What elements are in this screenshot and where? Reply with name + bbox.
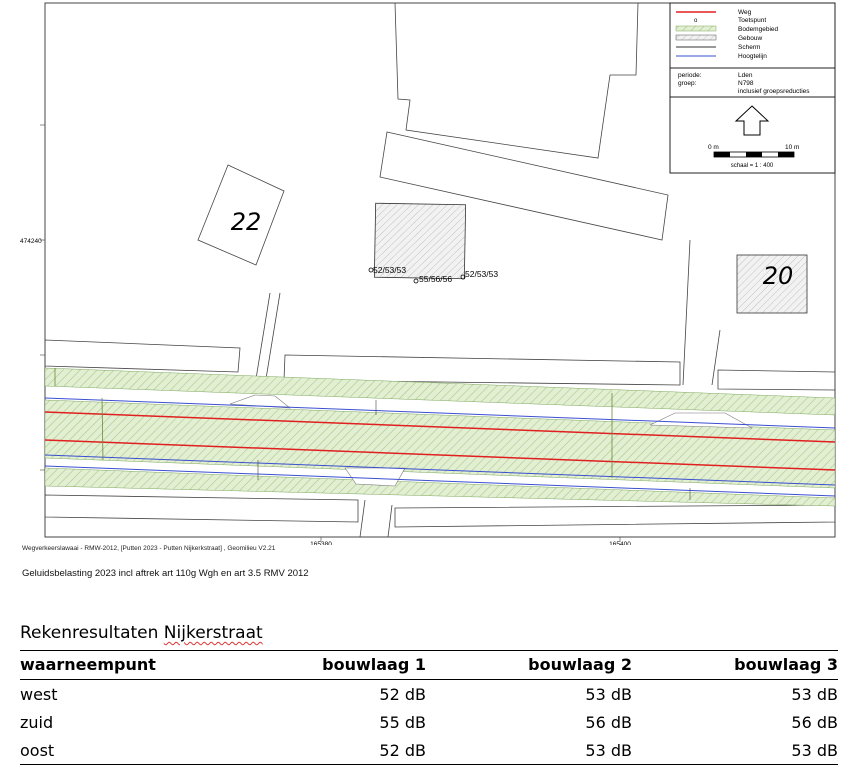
building-22-label: 22 bbox=[231, 208, 262, 236]
building-outline bbox=[394, 3, 639, 159]
height-line bbox=[45, 397, 835, 429]
cell-point: west bbox=[20, 684, 58, 704]
cell-value: 53 dB bbox=[426, 736, 632, 765]
cell-value: 53 dB bbox=[585, 684, 632, 704]
legend-building-symbol bbox=[675, 34, 717, 41]
periode-value: Lden bbox=[738, 72, 753, 79]
building-22-outline bbox=[197, 164, 285, 266]
height-line bbox=[45, 454, 835, 486]
cell-value: 53 dB bbox=[791, 684, 838, 704]
results-title-street: Nijkerstraat bbox=[163, 623, 263, 643]
scale-text: schaal = 1 : 400 bbox=[731, 163, 774, 169]
test-point-zuid-label: 55/56/56 bbox=[419, 274, 452, 284]
test-point-zuid bbox=[413, 278, 419, 284]
scale-bar bbox=[713, 151, 795, 158]
ground-area-south bbox=[45, 467, 835, 507]
header-waarneempunt: waarneempunt bbox=[20, 650, 220, 680]
cell-value: 52 dB bbox=[220, 736, 426, 765]
parking-strip bbox=[394, 504, 835, 528]
results-table: waarneempunt bouwlaag 1 bouwlaag 2 bouwl… bbox=[20, 650, 838, 765]
point-icon: o bbox=[694, 18, 698, 24]
legend-ground-symbol bbox=[675, 25, 717, 32]
parking-strip bbox=[45, 339, 241, 373]
results-header-row: waarneempunt bouwlaag 1 bouwlaag 2 bouwl… bbox=[20, 650, 838, 680]
cell-point: zuid bbox=[20, 712, 54, 732]
results-title: Rekenresultaten Nijkerstraat bbox=[20, 623, 263, 643]
groep-label: groep: bbox=[678, 80, 697, 87]
parking-strip bbox=[45, 494, 359, 523]
table-row: west 52 dB 53 dB 53 dB bbox=[20, 680, 838, 709]
ground-area-road bbox=[45, 399, 835, 489]
scale-start-label: 0 m bbox=[708, 144, 719, 151]
map-caption: Geluidsbelasting 2023 incl aftrek art 11… bbox=[22, 568, 309, 579]
north-arrow-icon bbox=[734, 105, 770, 136]
parking-strip bbox=[283, 354, 681, 386]
cell-value: 53 dB bbox=[632, 736, 838, 765]
header-bouwlaag-2: bouwlaag 2 bbox=[426, 650, 632, 680]
legend: Weg o Toetspunt Bodemgebied Gebouw Scher… bbox=[669, 2, 836, 174]
legend-item-toetspunt: Toetspunt bbox=[738, 17, 766, 24]
test-point-oost-label: 52/53/53 bbox=[465, 269, 498, 279]
noise-map: 22 20 52/53/53 55/56/56 52/53/53 474240 bbox=[20, 2, 836, 545]
road-line bbox=[45, 411, 835, 443]
map-source-line: Wegverkeerslawaai - RMW-2012, [Putten 20… bbox=[22, 545, 276, 552]
ground-area-north bbox=[45, 367, 835, 416]
cell-value: 56 dB bbox=[791, 712, 838, 732]
parking-strip bbox=[717, 369, 835, 391]
cell-value: 56 dB bbox=[585, 712, 632, 732]
periode-label: periode: bbox=[678, 72, 702, 79]
header-bouwlaag-1: bouwlaag 1 bbox=[220, 650, 426, 680]
test-point-oost bbox=[460, 274, 466, 280]
legend-item-bodemgebied: Bodemgebied bbox=[738, 26, 778, 33]
cell-point: oost bbox=[20, 736, 220, 765]
groep-value: N798 bbox=[738, 80, 754, 87]
height-line bbox=[45, 465, 835, 497]
legend-item-hoogtelijn: Hoogtelijn bbox=[738, 53, 767, 60]
cell-value: 52 dB bbox=[379, 684, 426, 704]
x-coordinate-label-2: 165400 bbox=[609, 541, 631, 545]
scale-end-label: 10 m bbox=[785, 144, 799, 151]
legend-item-weg: Weg bbox=[738, 9, 752, 16]
header-bouwlaag-3: bouwlaag 3 bbox=[632, 650, 838, 680]
building-observation bbox=[373, 202, 467, 280]
road-line bbox=[45, 439, 835, 471]
test-point-west-label: 52/53/53 bbox=[373, 265, 406, 275]
test-point-west bbox=[368, 267, 374, 273]
legend-item-gebouw: Gebouw bbox=[738, 35, 763, 42]
building-20-label: 20 bbox=[763, 262, 794, 290]
legend-item-scherm: Scherm bbox=[738, 44, 760, 51]
groep-note: inclusief groepsreducties bbox=[738, 88, 810, 95]
table-row: oost 52 dB 53 dB 53 dB bbox=[20, 736, 838, 765]
building-outline bbox=[379, 131, 669, 241]
table-row: zuid 55 dB 56 dB 56 dB bbox=[20, 708, 838, 736]
y-coordinate-label: 474240 bbox=[20, 238, 42, 245]
results-title-prefix: Rekenresultaten bbox=[20, 623, 159, 643]
x-coordinate-label-1: 165380 bbox=[310, 541, 332, 545]
cell-value: 55 dB bbox=[379, 712, 426, 732]
building-20 bbox=[736, 254, 808, 314]
